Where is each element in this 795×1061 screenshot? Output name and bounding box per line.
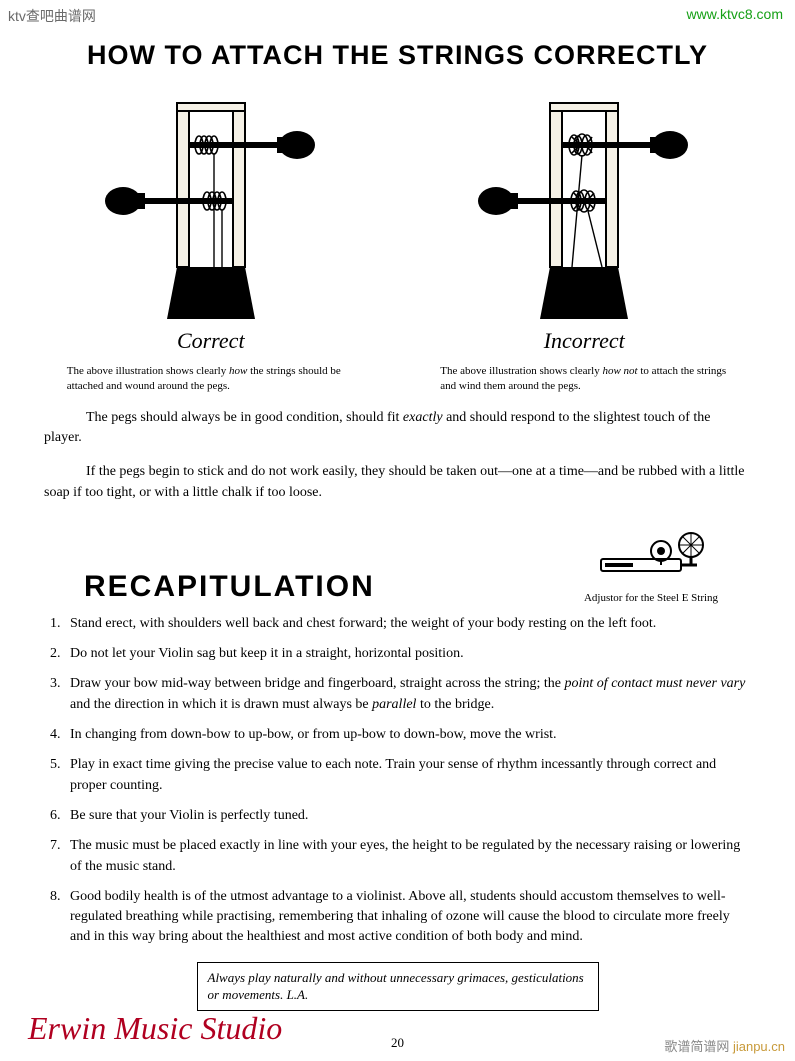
page-content: HOW TO ATTACH THE STRINGS CORRECTLY xyxy=(0,0,795,1011)
recap-item-7: The music must be placed exactly in line… xyxy=(64,836,751,877)
recap-list: Stand erect, with shoulders well back an… xyxy=(44,614,751,948)
paragraph-2: If the pegs begin to stick and do not wo… xyxy=(44,462,751,503)
quote-box: Always play naturally and without unnece… xyxy=(197,962,599,1011)
correct-caption: The above illustration shows clearly how… xyxy=(61,364,361,394)
pegbox-correct-illustration xyxy=(81,89,341,319)
watermark-br-grey: 歌谱简谱网 xyxy=(664,1039,729,1054)
page-title: HOW TO ATTACH THE STRINGS CORRECTLY xyxy=(34,40,761,71)
recapitulation-heading: RECAPITULATION xyxy=(84,570,375,604)
adjustor-icon xyxy=(591,523,711,583)
i3-em1: point of contact must never vary xyxy=(565,676,746,691)
illustration-correct: Correct The above illustration shows cle… xyxy=(61,89,361,394)
i3-c: to the bridge. xyxy=(416,697,494,712)
p1-a: The pegs should always be in good condit… xyxy=(86,410,403,425)
recap-item-1: Stand erect, with shoulders well back an… xyxy=(64,614,751,634)
correct-label: Correct xyxy=(61,328,361,354)
p1-em: exactly xyxy=(403,410,443,425)
i3-b: and the direction in which it is drawn m… xyxy=(70,697,372,712)
adjustor-figure: Adjustor for the Steel E String xyxy=(551,523,751,604)
illustration-row: Correct The above illustration shows cle… xyxy=(44,89,751,394)
i3-a: Draw your bow mid-way between bridge and… xyxy=(70,676,565,691)
illustration-incorrect: Incorrect The above illustration shows c… xyxy=(434,89,734,394)
recap-item-6: Be sure that your Violin is perfectly tu… xyxy=(64,806,751,826)
adjustor-caption: Adjustor for the Steel E String xyxy=(551,592,751,604)
watermark-br-gold: jianpu.cn xyxy=(729,1039,785,1054)
pegbox-incorrect-illustration xyxy=(454,89,714,319)
correct-caption-a: The above illustration shows clearly xyxy=(67,365,229,377)
recap-item-3: Draw your bow mid-way between bridge and… xyxy=(64,674,751,715)
i3-em2: parallel xyxy=(372,697,416,712)
recap-item-4: In changing from down-bow to up-bow, or … xyxy=(64,725,751,745)
incorrect-caption: The above illustration shows clearly how… xyxy=(434,364,734,394)
watermark-bottom-right: 歌谱简谱网 jianpu.cn xyxy=(664,1036,785,1055)
incorrect-label: Incorrect xyxy=(434,328,734,354)
paragraph-1: The pegs should always be in good condit… xyxy=(44,408,751,449)
correct-caption-em: how xyxy=(229,365,247,377)
recap-item-8: Good bodily health is of the utmost adva… xyxy=(64,887,751,948)
recap-row: RECAPITULATION Adjustor for the Steel E … xyxy=(44,523,751,604)
incorrect-caption-em: how not xyxy=(602,365,637,377)
recap-item-2: Do not let your Violin sag but keep it i… xyxy=(64,644,751,664)
recap-item-5: Play in exact time giving the precise va… xyxy=(64,755,751,796)
watermark-top-right: www.ktvc8.com xyxy=(687,6,783,22)
watermark-top-left: ktv查吧曲谱网 xyxy=(8,6,96,26)
incorrect-caption-a: The above illustration shows clearly xyxy=(440,365,602,377)
